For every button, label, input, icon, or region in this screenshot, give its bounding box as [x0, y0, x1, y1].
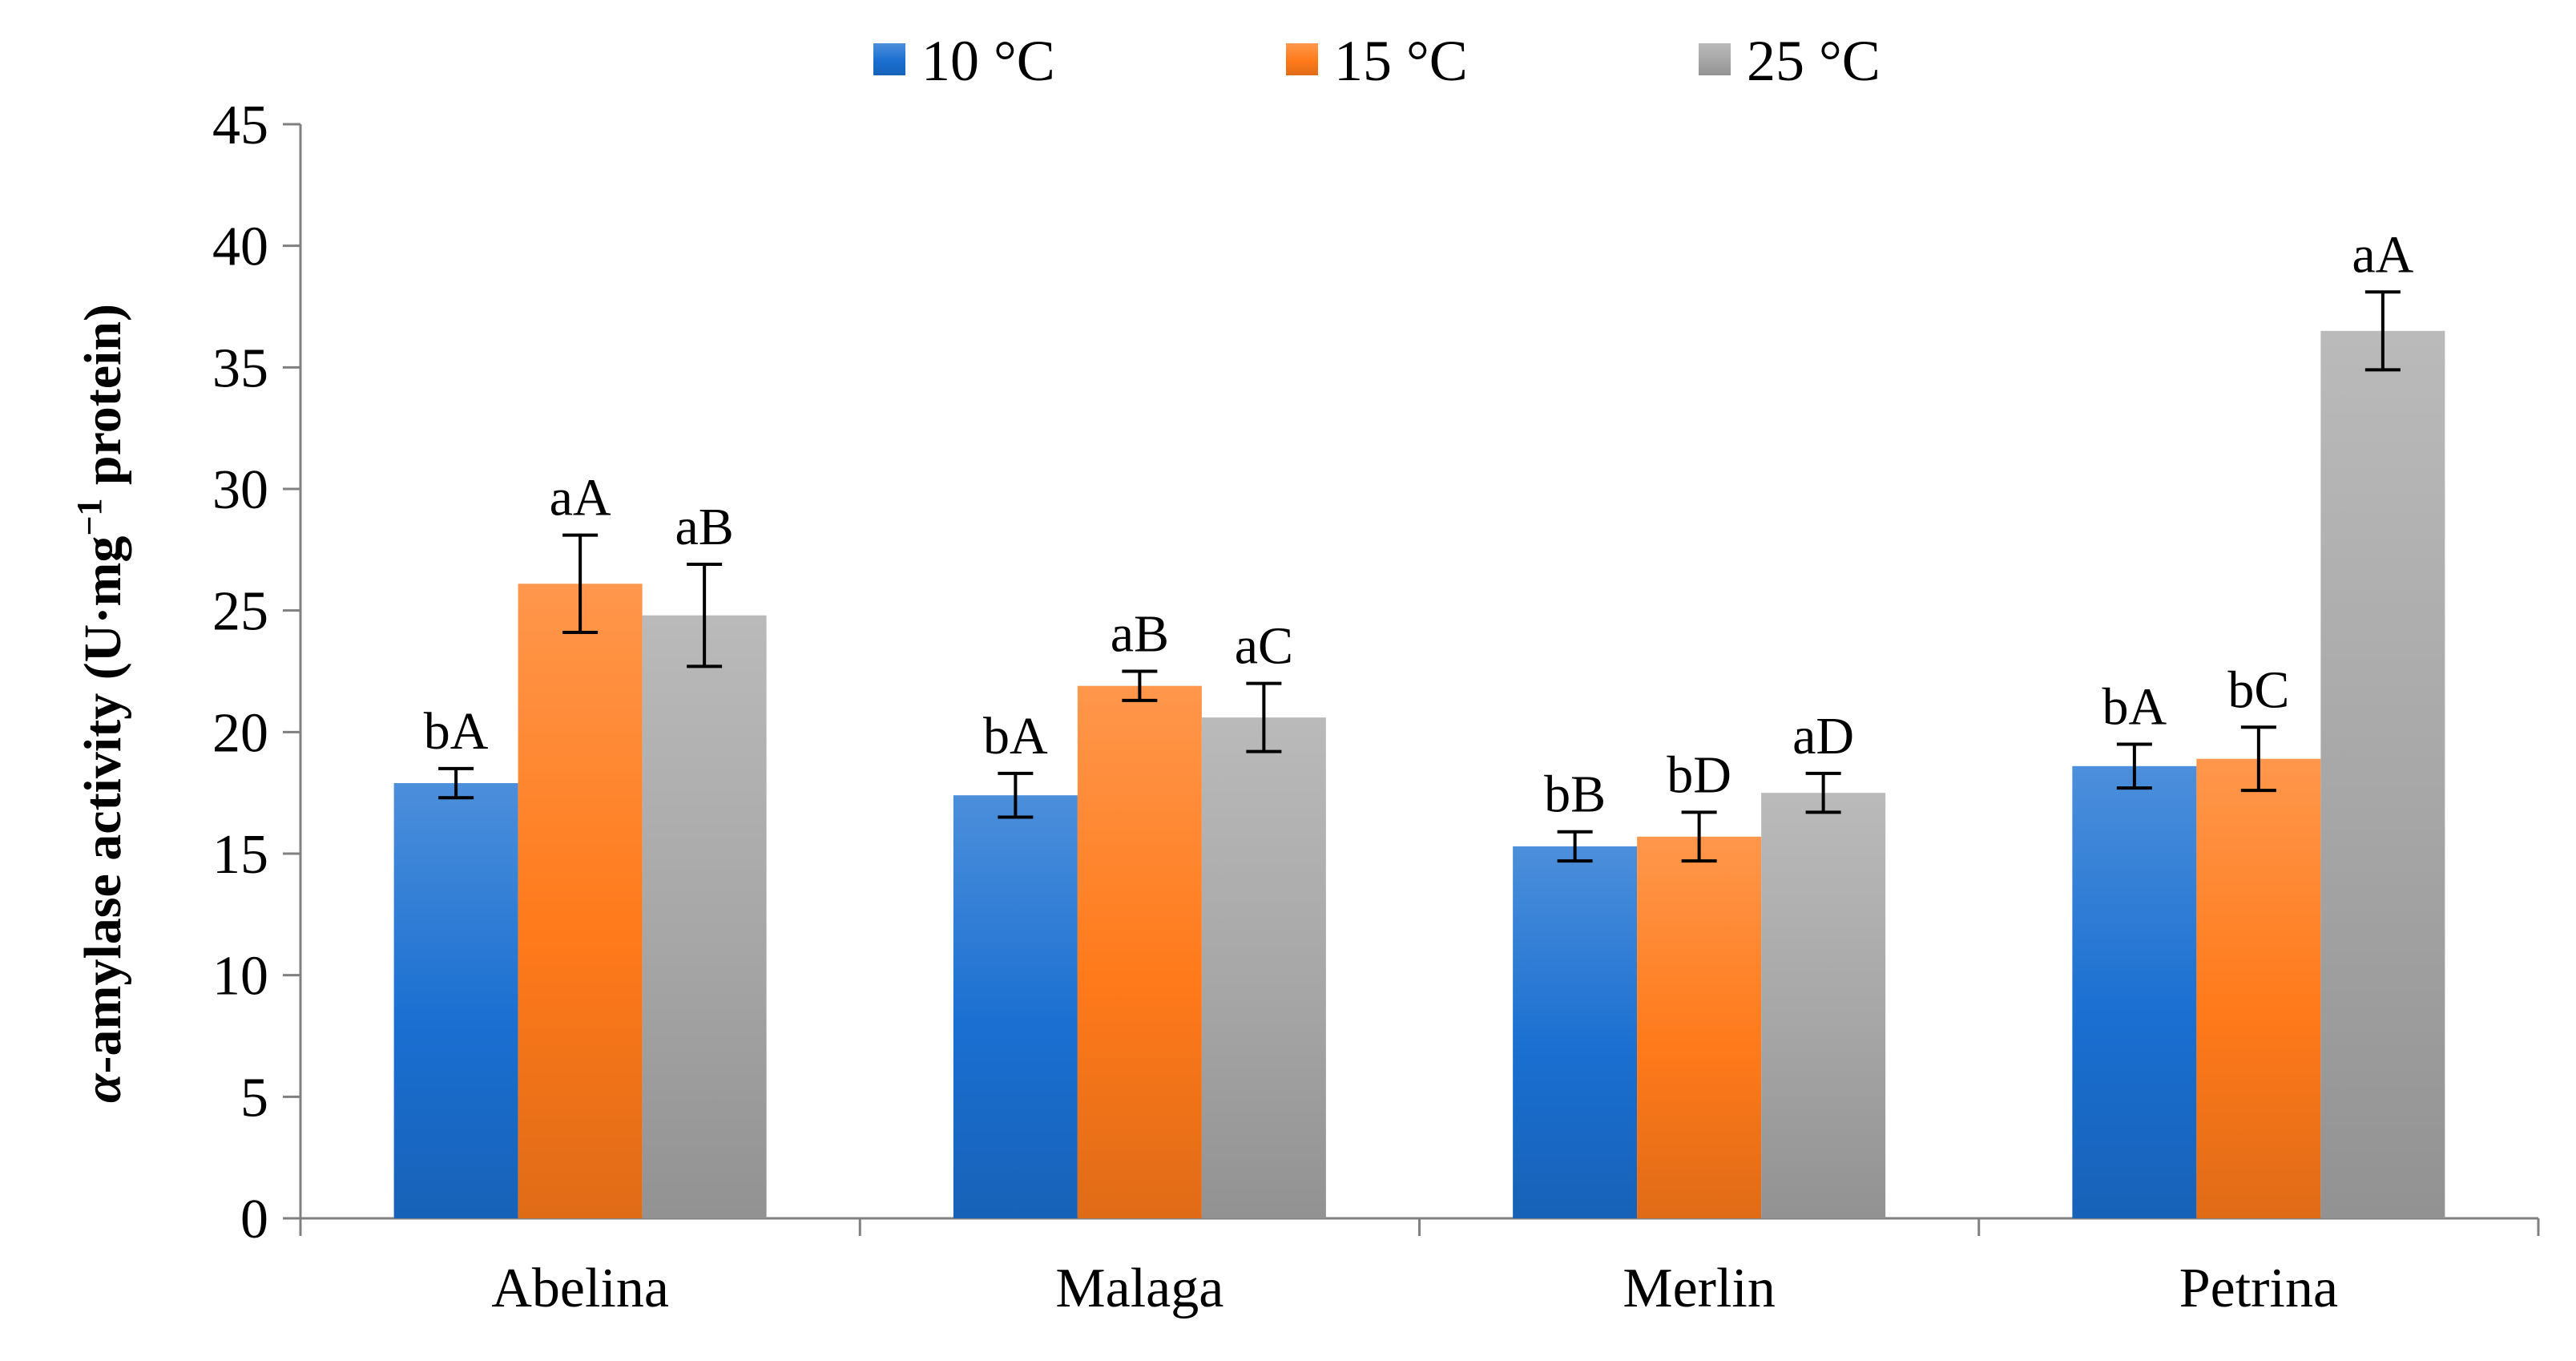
significance-label: aC — [1235, 617, 1293, 676]
significance-label: aD — [1792, 707, 1854, 765]
bars — [393, 330, 2445, 1218]
y-tick-label: 5 — [240, 1067, 268, 1129]
category-label: Merlin — [1623, 1258, 1776, 1319]
y-tick-label: 40 — [212, 216, 268, 278]
legend: 10 °C 15 °C 25 °C — [873, 29, 1881, 93]
category-label: Petrina — [2179, 1258, 2338, 1319]
legend-swatch — [1699, 43, 1731, 75]
significance-label: aA — [550, 469, 611, 527]
bar — [1513, 846, 1638, 1218]
bar — [2072, 765, 2197, 1218]
y-tick-label: 10 — [212, 946, 268, 1008]
legend-label: 15 °C — [1334, 29, 1468, 93]
bar — [642, 615, 767, 1218]
legend-swatch — [873, 43, 905, 75]
significance-label: bB — [1544, 765, 1606, 824]
bar — [2320, 330, 2445, 1218]
error-bars — [438, 290, 2401, 863]
y-tick-label: 0 — [240, 1189, 268, 1250]
bar-labels: bA aA aB bA aB aC bB bD aD bA bC aA — [424, 225, 2414, 823]
y-tick-label: 35 — [212, 337, 268, 399]
y-tick-label: 30 — [212, 459, 268, 521]
significance-label: aB — [1111, 605, 1169, 664]
y-tick-label: 25 — [212, 581, 268, 643]
bar — [953, 795, 1078, 1218]
significance-label: bC — [2227, 660, 2289, 719]
y-axis-title: α-amylase activity (U·mg−1 protein) — [70, 304, 132, 1103]
y-title-superscript: −1 — [70, 499, 109, 536]
y-title-suffix: protein) — [74, 304, 132, 499]
bar — [518, 584, 643, 1218]
significance-label: bA — [424, 702, 489, 761]
y-title-main: -amylase activity (U·mg — [74, 536, 132, 1074]
y-tick-label: 15 — [212, 824, 268, 886]
bar — [1637, 836, 1762, 1218]
category-label: Abelina — [491, 1258, 669, 1319]
bar — [1201, 717, 1326, 1218]
significance-label: bA — [2102, 678, 2167, 737]
significance-label: aB — [675, 498, 733, 556]
significance-label: aA — [2352, 225, 2413, 284]
legend-label: 25 °C — [1747, 29, 1881, 93]
bar — [1761, 793, 1886, 1218]
legend-label: 10 °C — [921, 29, 1055, 93]
significance-label: bA — [983, 707, 1048, 765]
significance-label: bD — [1667, 745, 1731, 804]
y-tick-label: 20 — [212, 702, 268, 764]
legend-swatch — [1286, 43, 1318, 75]
y-axis-title-text: α-amylase activity (U·mg−1 protein) — [70, 304, 132, 1103]
y-title-alpha: α — [74, 1072, 132, 1103]
bar — [1077, 685, 1202, 1218]
bar — [393, 783, 518, 1218]
y-tick-label: 45 — [212, 95, 268, 156]
category-label: Malaga — [1055, 1258, 1223, 1319]
bar — [2196, 758, 2321, 1218]
